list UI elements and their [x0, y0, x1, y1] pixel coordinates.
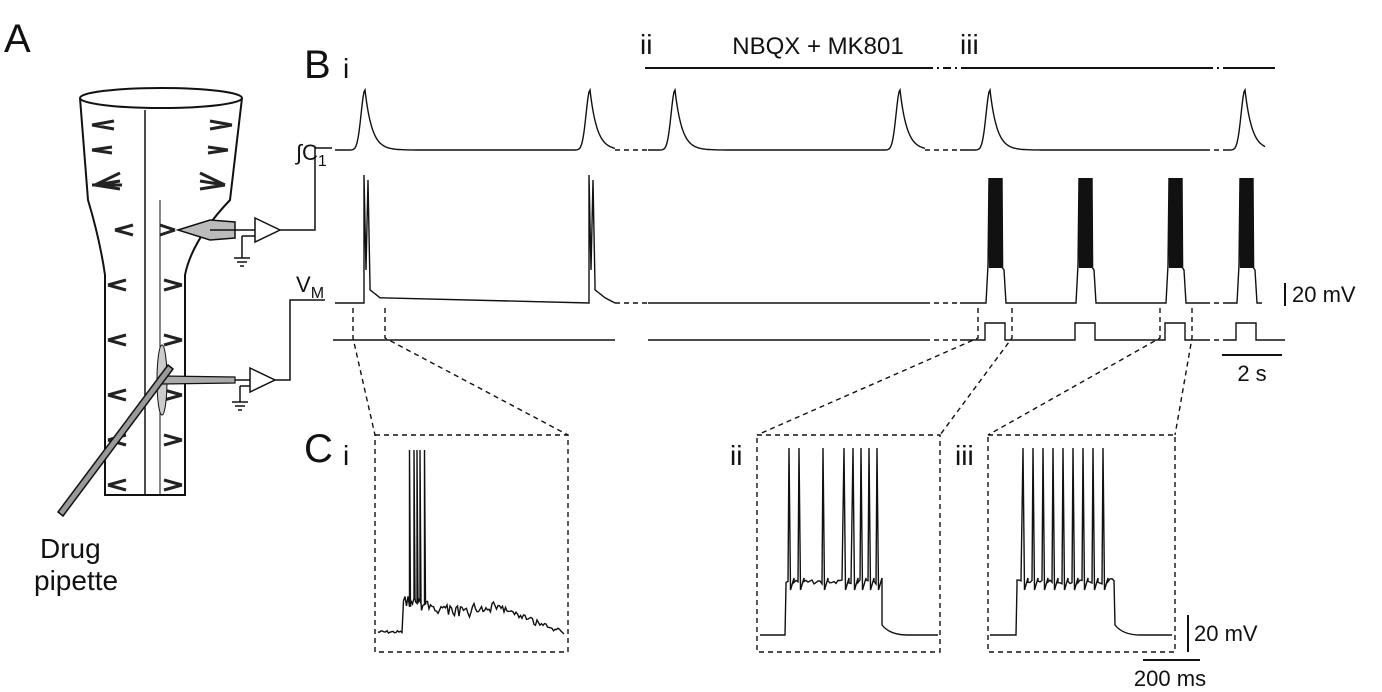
spinal-cord	[80, 88, 242, 495]
label-text: V	[296, 272, 311, 297]
trace	[335, 175, 615, 303]
scale-bar	[1222, 283, 1285, 355]
sublabel: i	[343, 53, 349, 84]
pipette-label: Drug	[40, 533, 101, 564]
sublabel: iii	[960, 29, 979, 60]
drug-label: NBQX + MK801	[732, 33, 903, 60]
trace	[648, 90, 925, 150]
panel-label: C	[304, 427, 333, 471]
drug-pipette	[58, 365, 173, 516]
trace	[960, 323, 1205, 340]
scale-label: 200 ms	[1134, 666, 1206, 691]
scale-label: 20 mV	[1292, 282, 1356, 307]
trace	[1225, 90, 1265, 150]
trace	[960, 178, 1205, 303]
suction-electrode	[178, 148, 332, 266]
trace	[1225, 178, 1262, 303]
scale-bar	[1143, 615, 1200, 660]
trace	[990, 448, 1172, 635]
figure: A Drug pipette	[0, 0, 1382, 692]
sublabel: ii	[640, 29, 652, 60]
label-subscript: 1	[318, 153, 327, 170]
trace-label: ∫C1	[294, 140, 327, 170]
sublabel: iii	[955, 440, 974, 471]
panel-label: A	[4, 17, 31, 61]
label-text: ∫C	[294, 140, 318, 165]
panel-label: B	[304, 43, 331, 87]
trace	[378, 450, 564, 634]
sublabel: i	[343, 440, 349, 471]
trace	[960, 90, 1205, 150]
pipette-label: pipette	[34, 565, 118, 596]
scale-label: 2 s	[1237, 361, 1266, 386]
zoom-boxes	[353, 308, 1192, 652]
sublabel: ii	[730, 440, 742, 471]
trace	[760, 448, 938, 635]
trace	[335, 90, 615, 150]
label-subscript: M	[311, 285, 324, 302]
intracellular-electrode	[157, 300, 325, 415]
scale-label: 20 mV	[1194, 621, 1258, 646]
trace	[1225, 323, 1285, 340]
trace-label: VM	[296, 272, 324, 302]
